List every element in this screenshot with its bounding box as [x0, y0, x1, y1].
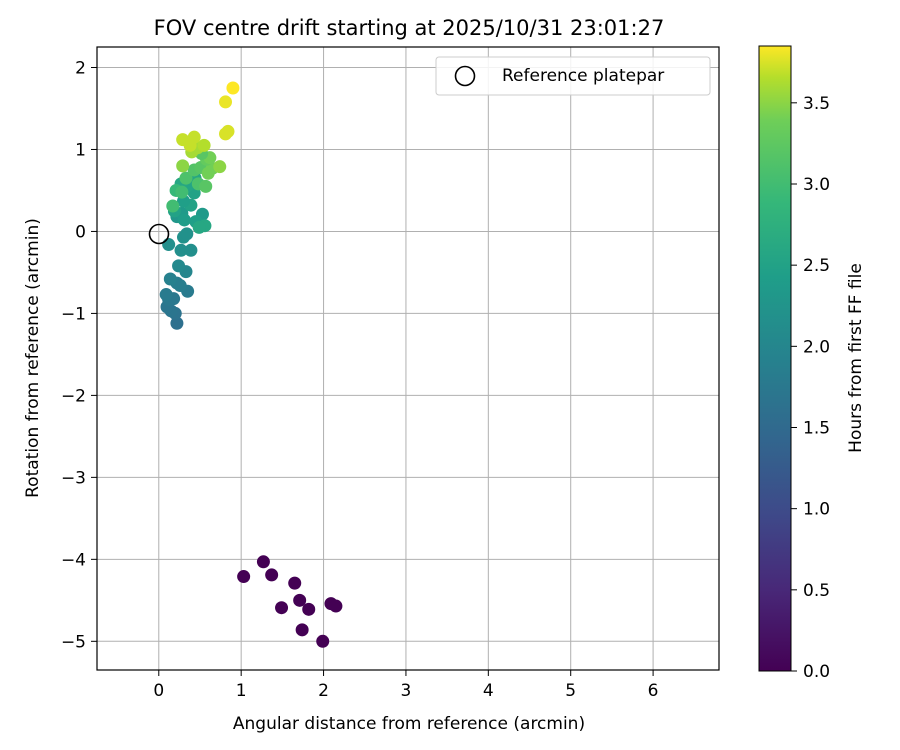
data-point [170, 316, 184, 330]
data-point [184, 243, 198, 257]
data-point [329, 599, 343, 613]
data-point [197, 138, 211, 152]
data-point [177, 213, 191, 227]
data-point [295, 623, 309, 637]
colorbar-tick-label: 1.0 [803, 500, 830, 520]
data-point [192, 220, 206, 234]
y-tick-label: −2 [61, 386, 86, 406]
data-point [237, 570, 251, 584]
colorbar-tick-label: 3.5 [803, 94, 830, 114]
colorbar-tick-label: 0.5 [803, 581, 830, 601]
data-point [265, 568, 279, 582]
x-axis-ticks: 0 1 2 3 4 5 6 [153, 670, 659, 701]
colorbar-tick-label: 2.0 [803, 337, 830, 357]
y-tick-label: −4 [61, 550, 86, 570]
legend-box [435, 56, 711, 96]
colorbar-tick-label: 3.0 [803, 175, 830, 195]
data-point [213, 160, 227, 174]
data-point [162, 238, 176, 252]
data-point [275, 601, 289, 615]
data-point [221, 124, 235, 138]
y-tick-label: 1 [75, 140, 86, 160]
data-point [179, 171, 193, 185]
data-point [174, 243, 188, 257]
y-axis-ticks: 2 1 0 −1 −2 −3 −4 −5 [61, 58, 97, 652]
data-point [256, 555, 270, 569]
colorbar-tick-label: 2.5 [803, 256, 830, 276]
data-point [226, 81, 240, 95]
legend-marker-icon [454, 65, 476, 87]
x-tick-label: 4 [483, 681, 494, 701]
colorbar-gradient [758, 45, 792, 672]
data-point [187, 130, 201, 144]
data-point [166, 199, 180, 213]
data-point [302, 602, 316, 616]
chart-title: FOV centre drift starting at 2025/10/31 … [154, 16, 665, 40]
colorbar-tick-label: 0.0 [803, 662, 830, 682]
colorbar-ticks: 0.0 0.5 1.0 1.5 2.0 2.5 3.0 3.5 [791, 94, 830, 682]
grid-lines [97, 47, 719, 670]
data-point [316, 634, 330, 648]
data-point [176, 159, 190, 173]
legend: Reference platepar [435, 56, 711, 96]
y-tick-label: 0 [75, 222, 86, 242]
colorbar: 0.0 0.5 1.0 1.5 2.0 2.5 3.0 3.5 Hours from firs… [758, 45, 866, 682]
data-points [159, 81, 343, 648]
plot-frame [96, 46, 720, 671]
y-tick-label: −1 [61, 304, 86, 324]
colorbar-label: Hours from first FF file [846, 263, 866, 453]
x-tick-label: 0 [153, 681, 164, 701]
x-tick-label: 2 [318, 681, 329, 701]
data-point [219, 95, 233, 109]
data-point [293, 593, 307, 607]
data-point [175, 185, 189, 199]
reference-platepar-marker [148, 223, 170, 245]
data-point [288, 576, 302, 590]
legend-entry-reference-platepar: Reference platepar [502, 66, 664, 86]
x-axis-label: Angular distance from reference (arcmin) [233, 714, 585, 734]
data-point [199, 179, 213, 193]
data-point [180, 227, 194, 241]
data-point [172, 259, 186, 273]
x-tick-label: 5 [565, 681, 576, 701]
y-tick-label: −3 [61, 468, 86, 488]
colorbar-tick-label: 1.5 [803, 418, 830, 438]
data-point [163, 272, 177, 286]
y-tick-label: 2 [75, 58, 86, 78]
x-tick-label: 1 [236, 681, 247, 701]
y-tick-label: −5 [61, 632, 86, 652]
data-point [159, 288, 173, 302]
y-axis-label: Rotation from reference (arcmin) [23, 218, 43, 498]
x-tick-label: 3 [401, 681, 412, 701]
x-tick-label: 6 [648, 681, 659, 701]
data-point [176, 133, 190, 147]
